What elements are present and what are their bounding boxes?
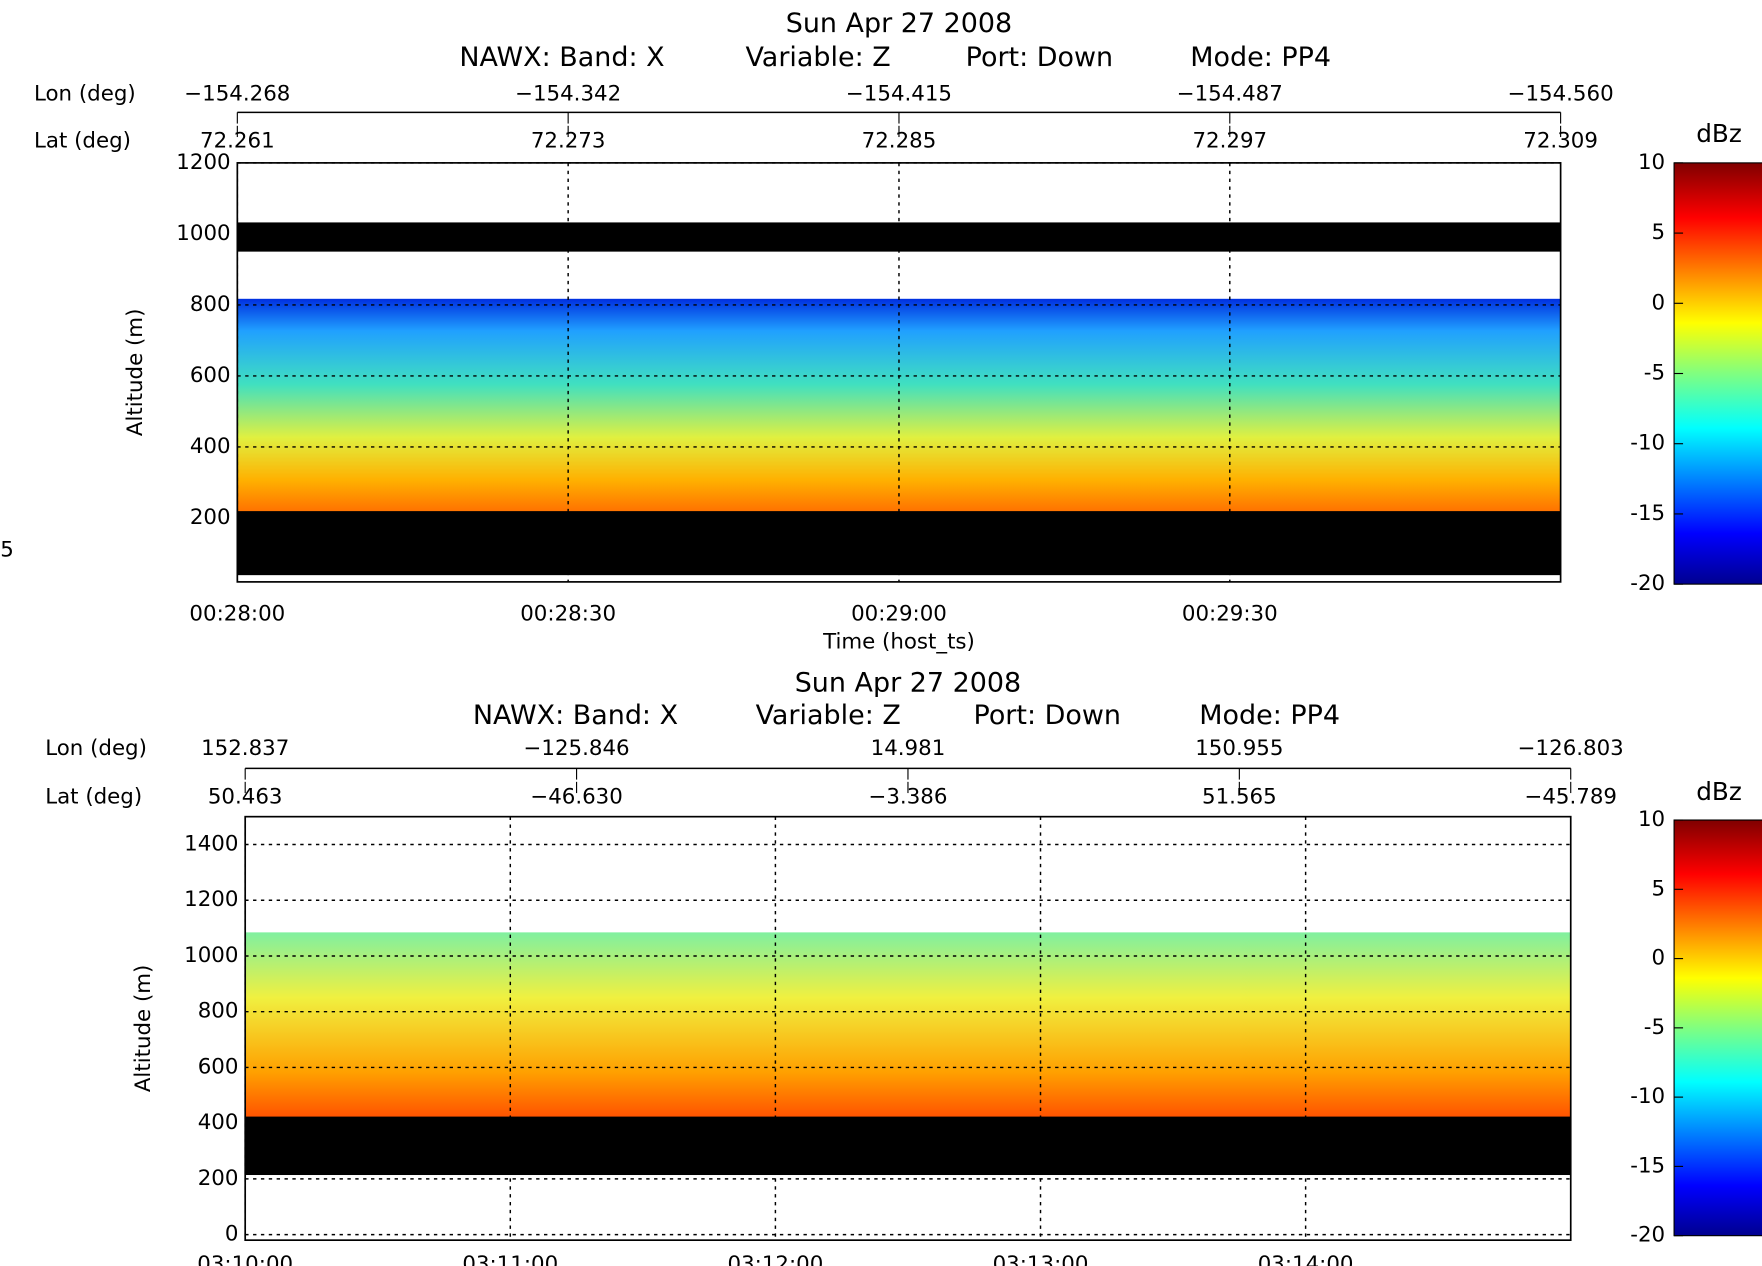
x-tick-label: 03:10:00 (197, 1252, 293, 1266)
x-tick-label: 00:29:00 (851, 601, 947, 626)
colorbar-tick-label: 0 (1652, 290, 1666, 315)
subtitle: Mode: PP4 (1199, 700, 1340, 731)
subtitle: Variable: Z (756, 700, 901, 731)
x-tick-label: 00:28:30 (520, 601, 616, 626)
colorbar-tick-label: -5 (1644, 361, 1665, 386)
echo-field (245, 932, 1571, 1118)
y-tick-label: 0 (225, 1222, 239, 1247)
x-axis-label: Time (host_ts) (822, 630, 975, 655)
y-tick-label: 1200 (184, 887, 238, 912)
lon-tick-label: −125.846 (524, 736, 630, 761)
y-tick-label: 600 (198, 1054, 239, 1079)
x-tick-label: 03:13:00 (993, 1252, 1089, 1266)
lon-tick-label: 150.955 (1195, 736, 1283, 761)
fragment: 5 (0, 537, 14, 562)
lon-tick-label: −154.560 (1508, 81, 1614, 106)
colorbar-tick-label: -20 (1630, 571, 1665, 596)
y-axis-label: Altitude (m) (123, 309, 148, 437)
subtitle: Variable: Z (745, 42, 890, 73)
colorbar-tick-label: 10 (1638, 807, 1665, 832)
colorbar-label: dBz (1696, 777, 1742, 806)
y-axis-label: Altitude (m) (131, 965, 156, 1093)
x-tick-label: 00:29:30 (1182, 601, 1278, 626)
x-tick-label: 03:12:00 (728, 1252, 824, 1266)
lon-tick-label: −154.415 (846, 81, 952, 106)
colorbar-tick-label: -15 (1630, 501, 1665, 526)
subtitle: NAWX: Band: X (473, 700, 678, 731)
lon-tick-label: −126.803 (1518, 736, 1624, 761)
lon-label: Lon (deg) (34, 81, 136, 106)
colorbar-tick-label: 5 (1652, 876, 1666, 901)
chart-title: Sun Apr 27 2008 (795, 668, 1022, 699)
lon-tick-label: −154.268 (184, 81, 290, 106)
lat-label: Lat (deg) (45, 785, 142, 810)
lat-label: Lat (deg) (34, 129, 131, 154)
y-tick-label: 800 (198, 999, 239, 1024)
colorbar-label: dBz (1696, 119, 1742, 148)
colorbar (1674, 820, 1762, 1236)
subtitle: Port: Down (966, 42, 1113, 73)
colorbar-tick-label: 10 (1638, 150, 1665, 175)
colorbar-tick-label: 0 (1652, 946, 1666, 971)
colorbar-tick-label: -20 (1630, 1223, 1665, 1248)
colorbar-tick-label: -15 (1630, 1153, 1665, 1178)
y-tick-label: 400 (190, 434, 231, 459)
y-tick-label: 400 (198, 1110, 239, 1135)
lon-tick-label: 14.981 (871, 736, 946, 761)
colorbar-tick-label: -10 (1630, 1084, 1665, 1109)
y-tick-label: 1000 (184, 943, 238, 968)
x-tick-label: 03:14:00 (1258, 1252, 1354, 1266)
lon-label: Lon (deg) (45, 736, 147, 761)
colorbar-tick-label: -5 (1644, 1015, 1665, 1040)
lon-tick-label: −154.487 (1177, 81, 1283, 106)
x-tick-label: 00:28:00 (189, 601, 285, 626)
colorbar-tick-label: -10 (1630, 431, 1665, 456)
chart-title: Sun Apr 27 2008 (786, 8, 1013, 39)
echo-band (245, 1117, 1571, 1175)
y-tick-label: 200 (198, 1166, 239, 1191)
y-tick-label: 1400 (184, 832, 238, 857)
y-tick-label: 1000 (176, 221, 230, 246)
subtitle: NAWX: Band: X (459, 42, 664, 73)
x-tick-label: 03:11:00 (462, 1252, 558, 1266)
y-tick-label: 200 (190, 505, 231, 530)
lon-tick-label: 152.837 (201, 736, 289, 761)
subtitle: Mode: PP4 (1190, 42, 1331, 73)
y-tick-label: 600 (190, 363, 231, 388)
y-tick-label: 1200 (176, 150, 230, 175)
colorbar (1674, 163, 1762, 584)
y-tick-label: 800 (190, 292, 231, 317)
colorbar-tick-label: 5 (1652, 220, 1666, 245)
lon-tick-label: −154.342 (515, 81, 621, 106)
subtitle: Port: Down (974, 700, 1121, 731)
